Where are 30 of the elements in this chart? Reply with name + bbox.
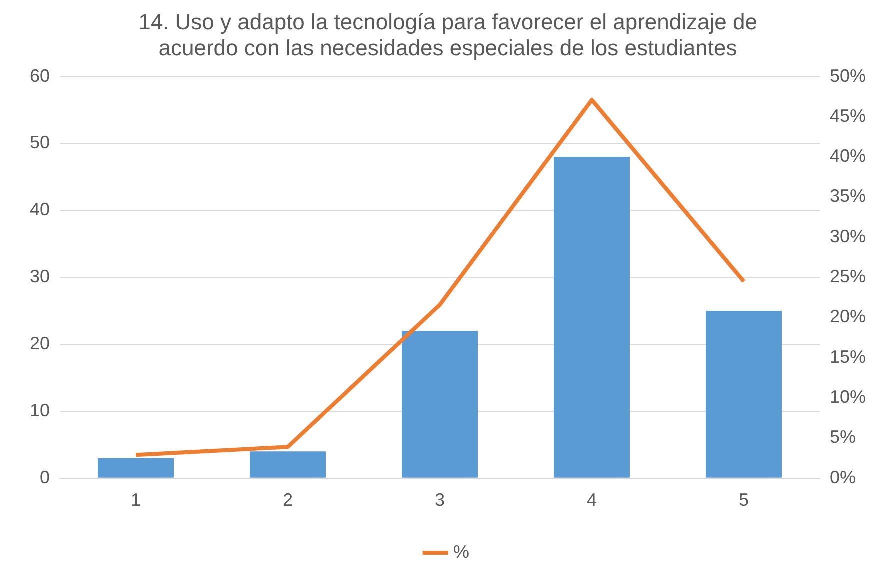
y2-tick-label: 5% [830,427,856,448]
x-tick-label: 2 [283,490,294,510]
x-tick-label: 4 [586,490,597,510]
y2-tick-label: 45% [830,106,866,126]
legend-label: % [454,542,470,562]
x-tick-label: 3 [434,490,446,510]
y2-tick-label: 30% [830,226,866,246]
y2-tick-label: 15% [830,346,866,367]
y2-tick-label: 40% [830,146,866,166]
y-tick-label: 0 [40,467,50,488]
y-tick-label: 10 [30,400,50,420]
y2-tick-label: 20% [830,306,866,327]
x-tick-label: 1 [131,490,142,510]
y-tick-label: 30 [30,266,50,287]
bar [98,458,174,478]
y-tick-label: 20 [30,334,50,354]
bar [402,331,478,478]
x-tick-label: 5 [738,490,749,510]
y-tick-label: 50 [30,132,50,153]
y2-tick-label: 0% [830,467,856,488]
bar [250,452,326,478]
y2-tick-label: 10% [830,387,866,408]
y2-tick-label: 50% [830,66,866,86]
y-tick-label: 40 [30,200,50,220]
chart-title: 14. Uso y adapto la tecnología para favorecer el aprendizaje de acuerdo con las necesidades especiales de los estudiantes [138,9,758,61]
bar [554,157,630,478]
bar [706,311,782,478]
y2-tick-label: 35% [830,186,866,206]
y-tick-label: 60 [30,66,50,86]
y2-tick-label: 25% [830,266,866,287]
